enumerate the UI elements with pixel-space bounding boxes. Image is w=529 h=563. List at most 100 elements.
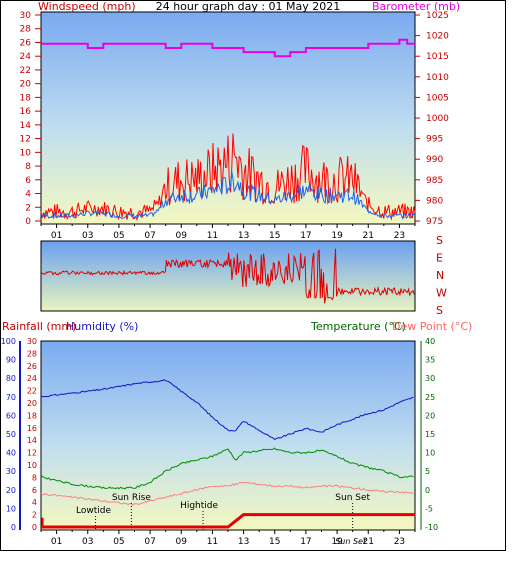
- rainfall-tick-label: 10: [27, 461, 37, 470]
- temperature-tick-label: 20: [425, 411, 435, 420]
- x-tick-label: 17: [300, 231, 311, 241]
- rainfall-axis-title: Rainfall (mm): [2, 320, 76, 333]
- x-tick-label: 11: [207, 231, 218, 241]
- direction-label: S: [436, 304, 443, 317]
- rainfall-series: [41, 513, 415, 529]
- x-tick-label: 17: [300, 537, 311, 547]
- rainfall-tick-label: 22: [27, 387, 37, 396]
- direction-label: N: [436, 269, 444, 282]
- x-tick-label: 05: [113, 231, 124, 241]
- temperature-tick-label: 10: [425, 449, 435, 458]
- barometer-tick-label: 1020: [426, 32, 449, 42]
- x-tick-label: 15: [269, 231, 280, 241]
- humidity-tick-label: 50: [6, 430, 16, 439]
- top-series: [40, 38, 416, 221]
- direction-label: W: [436, 287, 447, 300]
- humidity-tick-label: 0: [11, 523, 16, 532]
- x-tick-label: 19: [331, 231, 343, 241]
- humidity-tick-label: 10: [6, 504, 16, 513]
- rainfall-tick-label: 30: [27, 337, 37, 346]
- humidity-tick-label: 30: [6, 467, 16, 476]
- barometer-tick-label: 985: [426, 176, 443, 186]
- x-tick-label: 15: [269, 537, 280, 547]
- windspeed-tick-label: 20: [20, 80, 32, 90]
- humidity-tick-label: 70: [6, 393, 16, 402]
- x-tick-label: 09: [176, 537, 188, 547]
- temperature-tick-label: 0: [425, 486, 430, 495]
- humidity-axis-title: Humidity (%): [66, 320, 138, 333]
- direction-label: E: [436, 252, 443, 265]
- x-tick-label: 21: [363, 537, 374, 547]
- sunset-tick-label: Sun Set: [335, 537, 367, 546]
- rainfall-tick-label: 8: [32, 473, 37, 482]
- windspeed-tick-label: 28: [20, 25, 32, 35]
- direction-label: S: [436, 234, 443, 247]
- windspeed-tick-label: 16: [20, 107, 32, 117]
- windspeed-tick-label: 30: [20, 11, 32, 21]
- temperature-axis-title: Temperature (°C): [310, 320, 406, 333]
- x-tick-label: 01: [51, 537, 62, 547]
- windspeed-tick-label: 8: [25, 162, 31, 172]
- x-tick-label: 23: [394, 231, 405, 241]
- rainfall-tick-label: 0: [32, 523, 37, 532]
- wind-plot-area: [40, 11, 416, 225]
- barometer-tick-label: 1005: [426, 93, 449, 103]
- top-x-ticks: 01 03 05 07 09 11 13 15 17 19 21 23: [40, 224, 416, 241]
- rainfall-tick-label: 24: [27, 374, 37, 383]
- rainfall-tick-label: 12: [27, 449, 37, 458]
- windspeed-tick-label: 26: [20, 38, 32, 48]
- temperature-tick-label: 15: [425, 430, 435, 439]
- rainfall-tick-label: 26: [27, 362, 37, 371]
- x-tick-label: 03: [82, 231, 93, 241]
- windspeed-tick-label: 14: [20, 121, 32, 131]
- barometer-ticks: 975 980 985 990 995 1000 1005 1010 1015 1020 1025: [415, 11, 449, 227]
- windspeed-tick-label: 6: [25, 176, 31, 186]
- x-tick-label: 21: [363, 231, 374, 241]
- windspeed-tick-label: 4: [25, 190, 31, 200]
- barometer-tick-label: 995: [426, 135, 443, 145]
- rainfall-tick-label: 28: [27, 349, 37, 358]
- hightide-label: Hightide: [180, 501, 218, 511]
- x-tick-label: 07: [144, 537, 155, 547]
- windspeed-tick-label: 2: [25, 203, 31, 213]
- temperature-tick-label: 30: [425, 374, 435, 383]
- windspeed-axis-title: Windspeed (mph): [38, 0, 136, 13]
- rainfall-tick-label: 2: [32, 511, 37, 520]
- windspeed-tick-label: 22: [20, 66, 31, 76]
- humidity-tick-label: 60: [6, 411, 16, 420]
- humidity-tick-label: 80: [6, 374, 16, 383]
- barometer-tick-label: 990: [426, 155, 443, 165]
- windspeed-tick-label: 10: [20, 148, 32, 158]
- barometer-series: [41, 38, 415, 58]
- rainfall-tick-label: 20: [27, 399, 37, 408]
- barometer-tick-label: 1015: [426, 52, 449, 62]
- temperature-series: [40, 447, 414, 490]
- sunset-label: Sun Set: [335, 493, 370, 503]
- x-tick-label: 05: [113, 537, 124, 547]
- graph-frame: [0, 0, 506, 551]
- x-tick-label: 03: [82, 537, 93, 547]
- wind-gust-series: [40, 133, 416, 221]
- rainfall-tick-label: 14: [27, 436, 37, 445]
- temperature-tick-label: 25: [425, 393, 435, 402]
- rainfall-tick-label: 4: [32, 498, 37, 507]
- windspeed-tick-label: 12: [20, 135, 31, 145]
- x-tick-label: 11: [207, 537, 218, 547]
- barometer-tick-label: 980: [426, 196, 443, 206]
- barometer-tick-label: 975: [426, 217, 443, 227]
- humidity-tick-label: 40: [6, 449, 16, 458]
- wind-average-series: [40, 171, 416, 220]
- rainfall-tick-label: 16: [27, 424, 37, 433]
- lowtide-label: Lowtide: [76, 506, 111, 516]
- dewpoint-series: [40, 482, 414, 506]
- humidity-tick-label: 90: [6, 356, 16, 365]
- barometer-tick-label: 1000: [426, 114, 449, 124]
- wind-direction-area: [40, 240, 416, 312]
- temperature-tick-label: -10: [425, 523, 438, 532]
- barometer-axis-title: Barometer (mb): [372, 0, 460, 13]
- x-tick-label: 09: [176, 231, 188, 241]
- rainfall-tick-label: 18: [27, 411, 37, 420]
